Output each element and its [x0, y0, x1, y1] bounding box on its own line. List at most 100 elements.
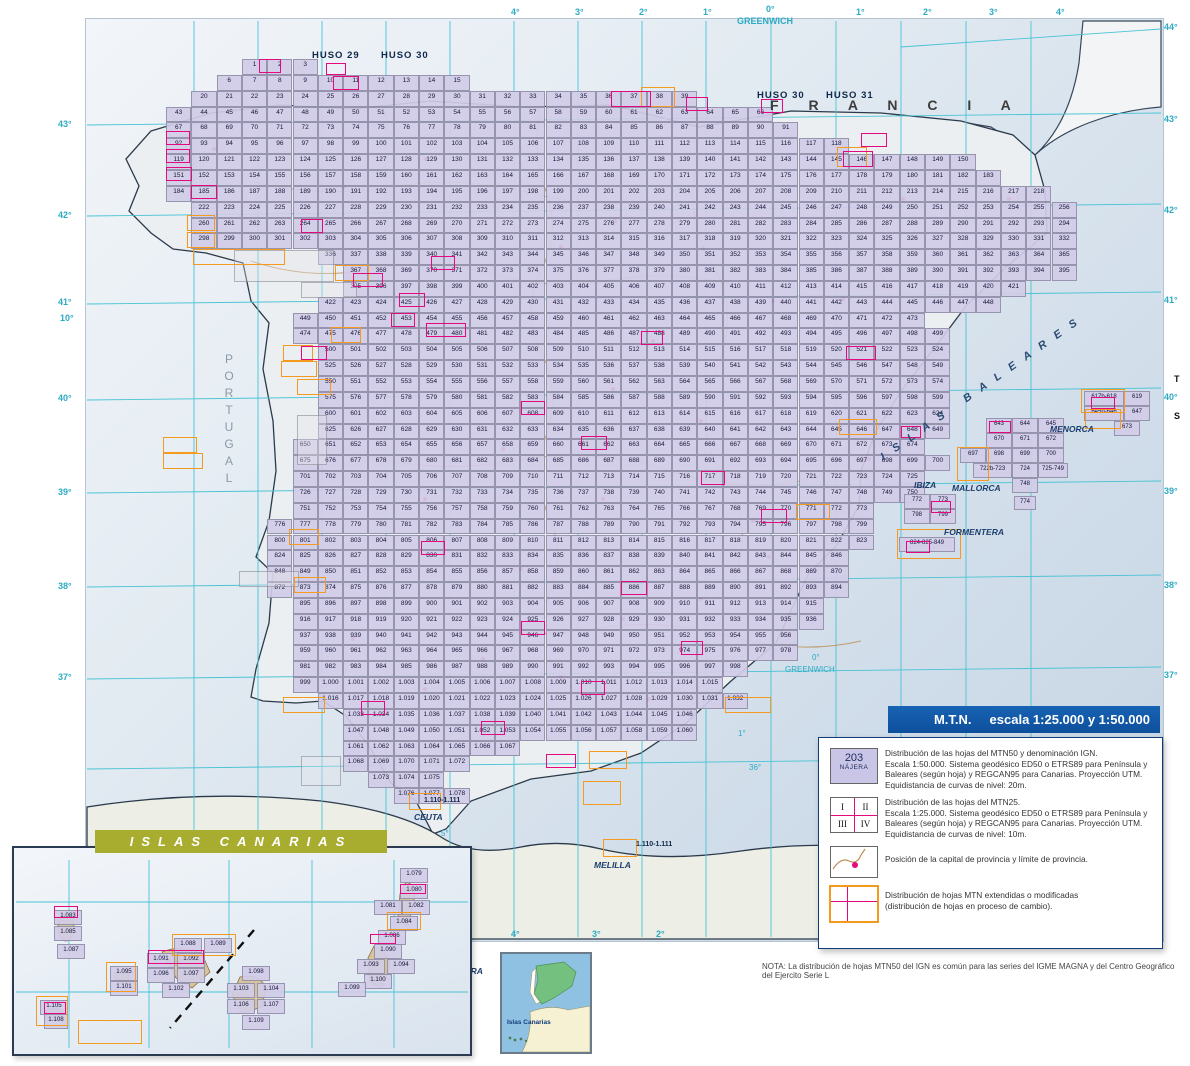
sheet-cell: 937	[292, 629, 318, 646]
sheet-cell: 319	[722, 233, 748, 250]
sheet-cell: 605	[444, 407, 470, 424]
sheet-cell: 562	[621, 376, 647, 392]
longitude-label: 4°	[1056, 7, 1065, 17]
sheet-cell: 108	[570, 138, 597, 155]
sheet-cell: 623	[899, 407, 925, 424]
sheet-cell: 326	[899, 233, 925, 250]
sheet-cell: 699	[1012, 448, 1038, 463]
sheet-cell: 315	[621, 233, 647, 250]
bis-sheet-box	[370, 934, 396, 944]
sheet-cell: 238	[596, 201, 622, 218]
canarias-banner: ISLAS CANARIAS	[95, 830, 387, 853]
sheet-cell: 449	[292, 312, 318, 329]
sheet-cell: 86	[646, 122, 672, 139]
sheet-cell: 39	[672, 90, 698, 107]
sheet-cell: 955	[747, 629, 774, 646]
sheet-cell: 30	[444, 90, 470, 107]
sheet-cell: 608	[520, 407, 546, 424]
bis-sheet-box	[681, 641, 703, 655]
sheet-cell: 945	[494, 629, 521, 646]
sheet-cell: 450	[317, 312, 344, 329]
sheet-cell: 948	[570, 629, 597, 646]
sheet-cell: 426	[419, 296, 445, 313]
sheet-cell: 525	[317, 360, 344, 376]
sheet-cell: 293	[1026, 217, 1052, 234]
sheet-cell: 329	[975, 233, 1001, 250]
sheet-cell: 581	[469, 391, 495, 408]
sheet-cell: 709	[494, 471, 521, 487]
sheet-cell: 722b-723	[973, 463, 1012, 478]
sheet-cell: 492	[747, 328, 774, 345]
sheet-cell: 536	[596, 360, 622, 376]
sheet-cell: 622	[874, 407, 900, 424]
sheet-cell: 1.082	[402, 900, 430, 915]
locator-minimap: Islas Canarias	[500, 952, 592, 1054]
sheet-cell: 309	[469, 233, 495, 250]
sheet-cell: 116	[773, 138, 799, 155]
sheet-cell: 888	[672, 582, 698, 598]
sheet-cell: 671	[823, 439, 850, 456]
sheet-cell: 737	[570, 486, 597, 503]
sheet-cell: 274	[545, 217, 571, 234]
mtn50-swatch: 203 NÁJERA	[830, 748, 878, 784]
sheet-cell: 1.014	[672, 677, 698, 693]
sheet-cell: 792	[672, 518, 698, 535]
sheet-cell: 823	[849, 534, 875, 551]
bis-sheet-box	[621, 581, 647, 595]
sheet-cell: 384	[773, 265, 799, 281]
sheet-cell: 629	[419, 423, 445, 440]
sheet-cell: 1.069	[368, 756, 394, 773]
sheet-cell: 266	[343, 217, 369, 234]
sheet-cell: 1.020	[419, 693, 445, 709]
sheet-cell: 805	[393, 534, 419, 551]
sheet-cell: 833	[494, 550, 521, 567]
sheet-cell: 929	[621, 613, 647, 630]
bis-sheet-box	[400, 884, 426, 894]
sheet-cell: 615	[697, 407, 723, 424]
legend-item-extended-text: Distribución de hojas MTN extendidas o m…	[885, 890, 1079, 911]
sheet-cell: 798	[904, 509, 930, 524]
sheet-cell: 577	[368, 391, 394, 408]
sheet-cell: 736	[545, 486, 571, 503]
sheet-cell: 704	[368, 471, 394, 487]
sheet-cell: 455	[444, 312, 470, 329]
sheet-cell: 355	[798, 249, 824, 266]
sheet-cell: 843	[747, 550, 774, 567]
sheet-cell: 782	[419, 518, 445, 535]
sheet-cell: 641	[722, 423, 748, 440]
sheet-cell: 1.006	[469, 677, 495, 693]
sheet-cell: 527	[368, 360, 394, 376]
sheet-cell: 831	[444, 550, 470, 567]
sheet-cell: 98	[317, 138, 344, 155]
sheet-cell: 286	[849, 217, 875, 234]
sheet-cell: 454	[419, 312, 445, 329]
sheet-cell: 397	[393, 280, 419, 297]
sheet-cell: 192	[368, 185, 394, 202]
sheet-cell: 374	[520, 265, 546, 281]
sheet-cell: 650	[292, 439, 318, 456]
sheet-cell: 939	[343, 629, 369, 646]
sheet-cell: 412	[773, 280, 799, 297]
extended-sheet-box	[281, 361, 317, 377]
sheet-cell: 994	[621, 661, 647, 678]
sheet-cell: 944	[469, 629, 495, 646]
sheet-cell: 160	[393, 169, 419, 186]
sheet-cell: 359	[899, 249, 925, 266]
sheet-cell: 437	[697, 296, 723, 313]
sheet-cell: 583	[520, 391, 546, 408]
sheet-cell: 43	[166, 106, 192, 123]
sheet-cell: 22	[241, 90, 268, 107]
sheet-cell: 872	[267, 582, 293, 598]
sheet-cell: 328	[950, 233, 976, 250]
sheet-cell: 801	[292, 534, 318, 551]
sheet-cell: 109	[596, 138, 622, 155]
sheet-cell: 487	[621, 328, 647, 345]
sheet-cell: 1.040	[520, 708, 546, 725]
sheet-cell: 964	[419, 645, 445, 662]
sheet-cell: 572	[874, 376, 900, 392]
sheet-cell: 922	[444, 613, 470, 630]
sheet-cell: 26	[343, 90, 369, 107]
sheet-cell: 540	[697, 360, 723, 376]
sheet-cell: 701	[292, 471, 318, 487]
sheet-cell: 962	[368, 645, 394, 662]
